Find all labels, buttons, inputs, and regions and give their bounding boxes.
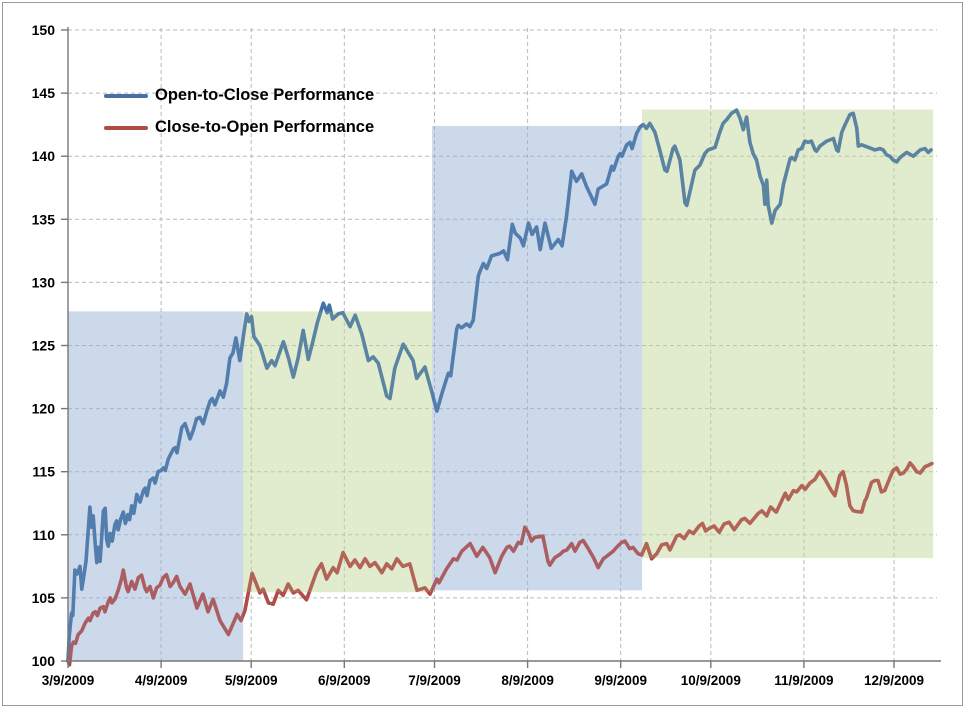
x-tick-label: 8/9/2009 [501, 673, 554, 688]
red-line-swatch-icon [104, 125, 148, 130]
region-period-2 [243, 311, 432, 593]
y-tick-label: 130 [32, 274, 56, 290]
x-tick-label: 4/9/2009 [135, 673, 188, 688]
y-tick-label: 145 [32, 85, 56, 101]
x-tick-label: 7/9/2009 [408, 673, 461, 688]
region-period-1 [68, 311, 244, 661]
region-period-3 [432, 125, 643, 591]
x-tick-label: 9/9/2009 [594, 673, 647, 688]
x-tick-label: 10/9/2009 [681, 673, 741, 688]
y-tick-label: 140 [32, 148, 56, 164]
y-tick-label: 115 [32, 464, 55, 480]
y-tick-label: 100 [32, 653, 56, 669]
x-tick-label: 12/9/2009 [864, 673, 924, 688]
legend: Open-to-Close Performance Close-to-Open … [104, 86, 374, 137]
x-tick-label: 6/9/2009 [318, 673, 371, 688]
x-tick-label: 11/9/2009 [774, 673, 833, 688]
legend-item-open-to-close: Open-to-Close Performance [104, 86, 374, 105]
y-tick-label: 105 [32, 590, 56, 606]
legend-label-close-to-open: Close-to-Open Performance [155, 118, 375, 136]
x-tick-label: 5/9/2009 [225, 673, 278, 688]
y-tick-label: 135 [32, 211, 56, 227]
y-tick-label: 150 [32, 22, 56, 38]
region-period-4 [642, 109, 934, 559]
y-tick-label: 120 [32, 401, 56, 417]
series-line-close-to-open [66, 461, 934, 667]
blue-line-swatch-icon [104, 93, 148, 98]
y-tick-label: 125 [32, 338, 56, 354]
legend-item-close-to-open: Close-to-Open Performance [104, 118, 374, 137]
y-tick-label: 110 [32, 527, 55, 543]
x-tick-label: 3/9/2009 [42, 673, 95, 688]
series-line-open-to-close [66, 108, 933, 663]
region-period-3 [432, 125, 643, 591]
legend-label-open-to-close: Open-to-Close Performance [155, 86, 375, 104]
region-period-2 [243, 311, 432, 593]
